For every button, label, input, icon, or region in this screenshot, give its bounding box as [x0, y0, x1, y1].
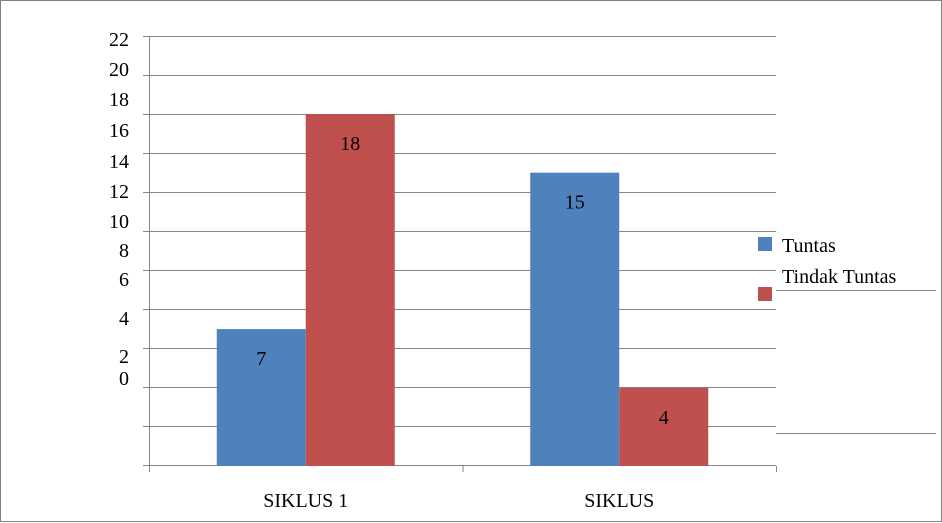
data-labels: 7 18 15 4	[256, 133, 669, 429]
y-tick-label: 14	[109, 151, 129, 173]
legend-label: Tindak Tuntas	[782, 266, 897, 288]
data-label: 4	[659, 407, 669, 429]
y-tick-label: 10	[109, 211, 129, 233]
bar-tindak-tuntas	[619, 387, 709, 466]
bar-tuntas	[530, 172, 620, 466]
data-label: 7	[256, 348, 266, 370]
legend-swatch	[758, 237, 772, 251]
x-tick-label: SIKLUS	[584, 490, 654, 512]
y-tick-label: 18	[109, 89, 129, 111]
legend-swatch	[758, 287, 772, 301]
y-tick-labels: 02 4 6 8 10 12 14 16 18 20 22	[109, 29, 129, 390]
x-tick-labels: SIKLUS 1 SIKLUS	[263, 490, 654, 512]
y-tick-label: 16	[109, 120, 129, 142]
data-label: 15	[565, 192, 585, 214]
bar-tuntas	[216, 329, 306, 466]
bar-tindak-tuntas	[305, 114, 395, 466]
y-tick-label: 8	[119, 240, 129, 262]
legend-label: Tuntas	[782, 235, 836, 257]
y-tick-label: 6	[119, 269, 129, 291]
axes	[149, 36, 777, 472]
y-tick-label: 0	[119, 368, 129, 390]
y-tick-label: 20	[109, 59, 129, 81]
x-tick-label: SIKLUS 1	[263, 490, 348, 512]
y-tick-label: 2	[119, 346, 129, 368]
bars	[216, 114, 709, 466]
data-label: 18	[340, 133, 360, 155]
y-tick-label: 22	[109, 29, 129, 51]
y-tick-label: 4	[119, 308, 129, 330]
legend: Tuntas Tindak Tuntas	[758, 235, 897, 301]
y-tick-label: 12	[109, 181, 129, 203]
